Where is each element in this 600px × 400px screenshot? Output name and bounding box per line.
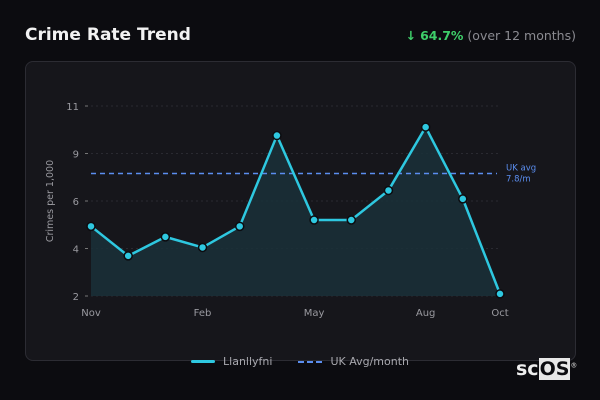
uk-average-value: 7.8/m <box>506 175 531 185</box>
data-point <box>123 251 133 261</box>
series-area <box>91 127 500 296</box>
legend-item-uk-avg[interactable]: UK Avg/month <box>298 355 409 368</box>
data-point <box>420 122 431 132</box>
scos-logo: scOS® <box>516 358 578 380</box>
data-point <box>234 221 245 232</box>
legend-label: Llanllyfni <box>223 355 273 368</box>
page-title: Crime Rate Trend <box>25 25 191 45</box>
legend-swatch-solid <box>191 360 216 363</box>
y-axis-label: Crimes per 1,000 <box>45 160 56 242</box>
x-tick-label: Oct <box>491 308 508 319</box>
x-tick-label: Nov <box>81 308 101 319</box>
y-tick-label: 9 <box>73 150 79 161</box>
change-arrow-icon: ↓ <box>405 28 417 43</box>
chart-legend: Llanllyfni UK Avg/month <box>0 355 600 368</box>
data-point <box>495 289 505 299</box>
x-tick-label: Feb <box>194 308 212 319</box>
data-point <box>383 185 394 196</box>
y-tick-label: 6 <box>73 197 79 208</box>
data-point <box>346 215 357 225</box>
data-point <box>458 194 468 204</box>
data-point <box>309 215 319 225</box>
data-point <box>86 221 96 232</box>
legend-item-llanllyfni[interactable]: Llanllyfni <box>191 355 272 368</box>
series-line <box>90 125 502 295</box>
data-point <box>160 232 171 242</box>
legend-label: UK Avg/month <box>330 355 409 368</box>
uk-average-label: UK avg <box>506 164 536 174</box>
x-tick-label: Aug <box>416 308 436 319</box>
y-tick-label: 2 <box>73 292 79 303</box>
change-percent: 64.7% <box>420 28 464 43</box>
y-tick-label: 11 <box>66 102 79 113</box>
data-point <box>272 130 282 141</box>
legend-swatch-dashed <box>298 360 323 363</box>
trend-change: ↓ 64.7% (over 12 months) <box>406 28 576 43</box>
x-tick-label: May <box>304 308 325 319</box>
y-tick-label: 4 <box>73 245 79 256</box>
change-period: (over 12 months) <box>467 28 576 43</box>
data-point <box>197 242 208 253</box>
